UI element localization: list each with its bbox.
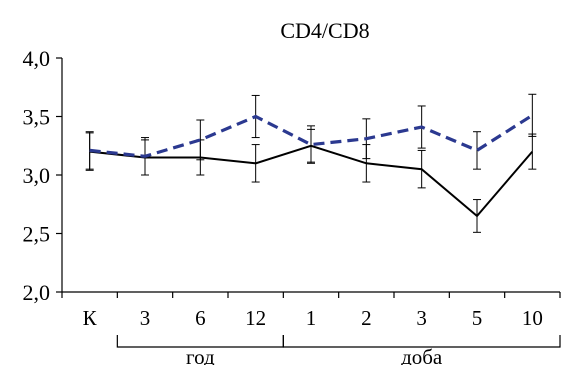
group-label: год (186, 345, 215, 365)
x-tick-label: К (83, 306, 98, 330)
group-bracket (282, 335, 561, 348)
y-tick-label: 2,0 (23, 280, 51, 305)
x-tick-label: 6 (195, 306, 206, 330)
x-tick-label: 12 (245, 306, 266, 330)
category-groups: год доба (116, 335, 561, 365)
x-tick-label: 3 (140, 306, 151, 330)
y-tick-label: 3,5 (23, 105, 51, 130)
axes: 2,02,53,03,54,0К 3 6 12 1 2 3 5 10 (23, 46, 561, 330)
error-bars (85, 93, 537, 233)
x-tick-label: 5 (472, 306, 483, 330)
x-tick-label: 2 (361, 306, 372, 330)
y-tick-label: 2,5 (23, 222, 51, 247)
series-line-1 (89, 144, 534, 218)
group-label: доба (401, 345, 443, 365)
x-tick-label: 1 (306, 306, 317, 330)
series-line-2 (89, 113, 534, 158)
chart-title: CD4/CD8 (280, 18, 369, 43)
x-tick-label: 3 (416, 306, 427, 330)
y-tick-label: 3,0 (23, 163, 51, 188)
y-tick-label: 4,0 (23, 46, 51, 71)
series-lines (89, 113, 534, 218)
x-tick-label: 10 (522, 306, 543, 330)
